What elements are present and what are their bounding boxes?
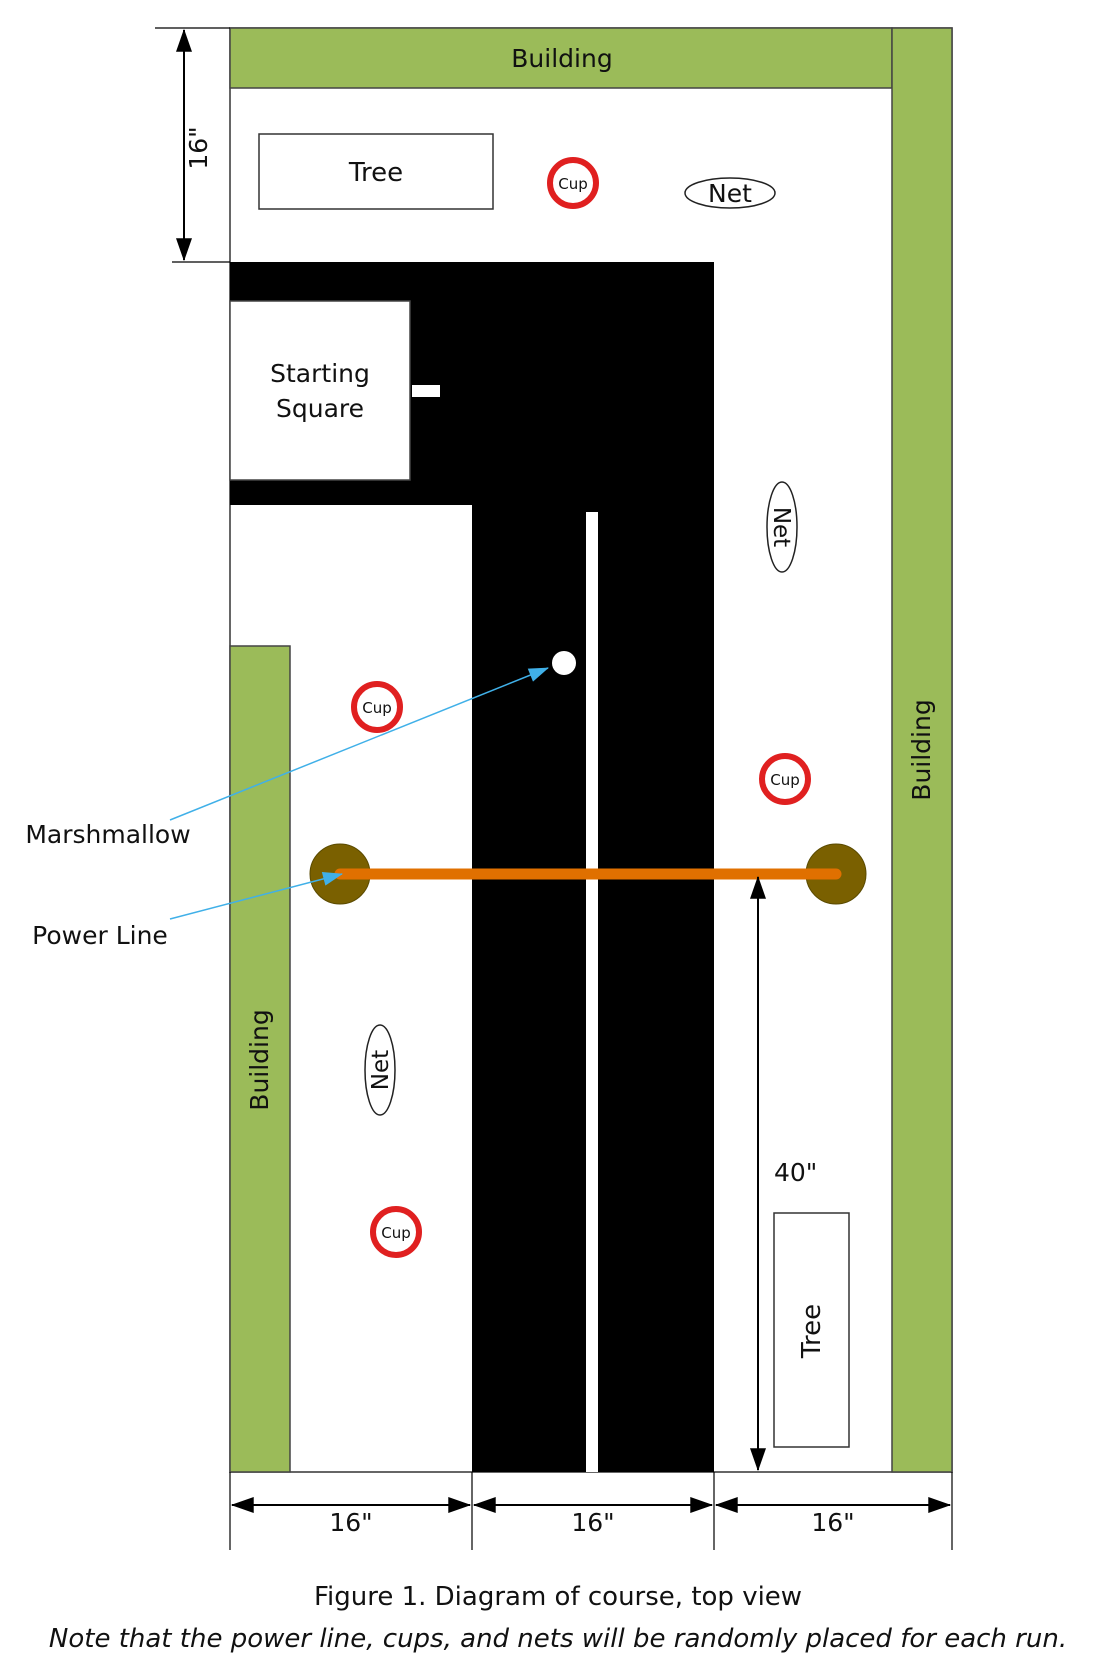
dim-left-label: 16" — [184, 126, 213, 169]
starting-square-label-line1: Starting — [270, 359, 370, 388]
cup-1: Cup — [547, 157, 599, 209]
figure-note: Note that the power line, cups, and nets… — [48, 1624, 1068, 1654]
net-1-label: Net — [708, 179, 752, 208]
tree-bottom — [773, 1212, 850, 1448]
net-2-label: Net — [768, 507, 794, 547]
dim-power-line-label: 40" — [774, 1158, 817, 1187]
net-2: Net — [766, 481, 798, 573]
course-diagram: Starting Square Building Building Buildi… — [25, 27, 953, 1550]
power-line-callout-label: Power Line — [32, 921, 168, 950]
building-top — [229, 27, 893, 89]
cup-1-label: Cup — [558, 175, 588, 193]
starting-square-label-line2: Square — [276, 394, 364, 423]
building-top-label: Building — [511, 44, 612, 73]
tree-bottom-label: Tree — [797, 1304, 827, 1359]
starting-marker — [412, 385, 440, 397]
cup-2-label: Cup — [362, 699, 392, 717]
cup-2: Cup — [351, 681, 403, 733]
marshmallow — [552, 651, 576, 675]
dim-bottom-left-label: 16" — [329, 1508, 372, 1537]
figure-caption: Figure 1. Diagram of course, top view — [313, 1582, 803, 1612]
cup-3: Cup — [759, 753, 811, 805]
marshmallow-callout-arrow — [169, 667, 549, 821]
cup-4-label: Cup — [381, 1224, 411, 1242]
building-right-label: Building — [907, 699, 936, 800]
cup-4: Cup — [370, 1206, 422, 1258]
tree-top — [258, 133, 494, 210]
starting-square — [229, 300, 411, 481]
dim-bottom-mid-label: 16" — [571, 1508, 614, 1537]
marshmallow-callout-label: Marshmallow — [25, 820, 190, 849]
power-line-callout-arrow — [169, 872, 343, 920]
road-center-line — [586, 512, 598, 1472]
building-right — [891, 27, 953, 1473]
cup-3-label: Cup — [770, 771, 800, 789]
net-3-label: Net — [368, 1050, 394, 1090]
dim-bottom-right-label: 16" — [811, 1508, 854, 1537]
net-3: Net — [364, 1024, 396, 1116]
tree-top-label: Tree — [348, 158, 403, 188]
net-1: Net — [684, 177, 776, 209]
building-left-label: Building — [245, 1009, 274, 1110]
